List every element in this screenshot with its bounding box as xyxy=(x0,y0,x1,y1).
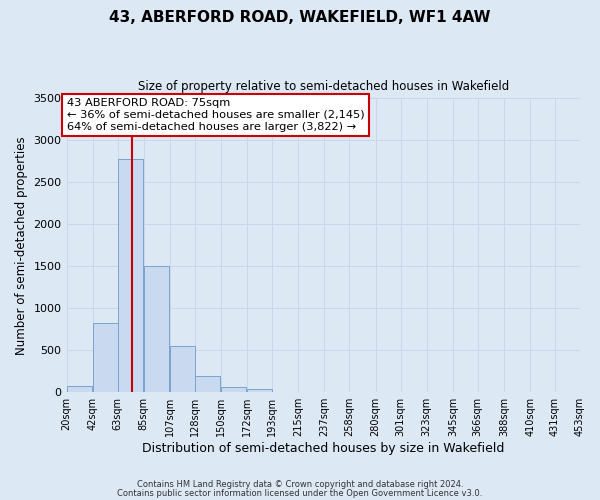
Bar xyxy=(67,386,92,392)
Bar xyxy=(247,390,272,392)
Text: Contains HM Land Registry data © Crown copyright and database right 2024.: Contains HM Land Registry data © Crown c… xyxy=(137,480,463,489)
Bar xyxy=(221,387,246,392)
Bar xyxy=(92,323,118,392)
Y-axis label: Number of semi-detached properties: Number of semi-detached properties xyxy=(15,136,28,354)
Text: 43, ABERFORD ROAD, WAKEFIELD, WF1 4AW: 43, ABERFORD ROAD, WAKEFIELD, WF1 4AW xyxy=(109,10,491,25)
Bar xyxy=(195,376,220,392)
Bar xyxy=(170,346,195,392)
Text: 43 ABERFORD ROAD: 75sqm
← 36% of semi-detached houses are smaller (2,145)
64% of: 43 ABERFORD ROAD: 75sqm ← 36% of semi-de… xyxy=(67,98,364,132)
Text: Contains public sector information licensed under the Open Government Licence v3: Contains public sector information licen… xyxy=(118,488,482,498)
X-axis label: Distribution of semi-detached houses by size in Wakefield: Distribution of semi-detached houses by … xyxy=(142,442,505,455)
Bar xyxy=(118,159,143,392)
Title: Size of property relative to semi-detached houses in Wakefield: Size of property relative to semi-detach… xyxy=(137,80,509,93)
Bar xyxy=(144,266,169,392)
